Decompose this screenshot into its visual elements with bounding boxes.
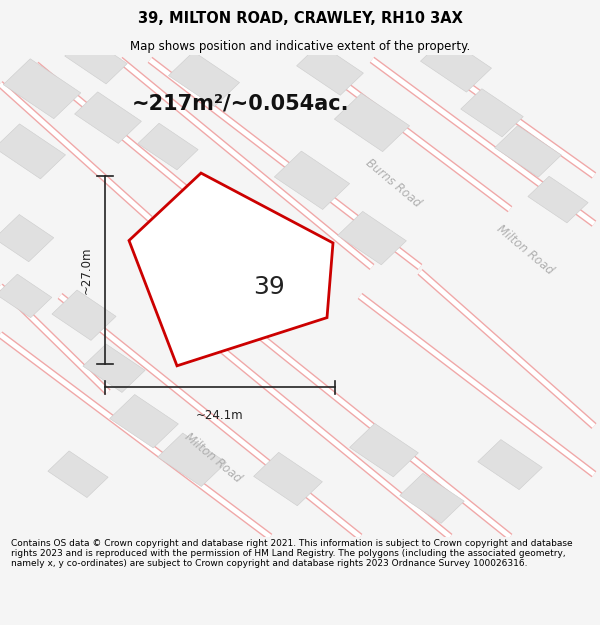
Polygon shape xyxy=(83,344,145,392)
Text: ~24.1m: ~24.1m xyxy=(196,409,244,422)
Polygon shape xyxy=(0,124,65,179)
Polygon shape xyxy=(48,451,108,498)
Text: Milton Road: Milton Road xyxy=(182,430,244,485)
Text: ~217m²/~0.054ac.: ~217m²/~0.054ac. xyxy=(131,93,349,113)
Text: Burns Road: Burns Road xyxy=(363,156,423,209)
Polygon shape xyxy=(296,44,364,95)
Polygon shape xyxy=(197,238,259,286)
Polygon shape xyxy=(3,59,81,119)
Polygon shape xyxy=(52,290,116,341)
Polygon shape xyxy=(400,473,464,523)
Polygon shape xyxy=(0,274,52,318)
Polygon shape xyxy=(158,433,226,486)
Text: Contains OS data © Crown copyright and database right 2021. This information is : Contains OS data © Crown copyright and d… xyxy=(11,539,572,568)
Polygon shape xyxy=(350,423,418,477)
Text: Milton Road: Milton Road xyxy=(494,222,556,278)
Text: Map shows position and indicative extent of the property.: Map shows position and indicative extent… xyxy=(130,39,470,52)
Polygon shape xyxy=(274,151,350,209)
Polygon shape xyxy=(110,394,178,448)
Polygon shape xyxy=(338,211,406,265)
Text: 39, MILTON ROAD, CRAWLEY, RH10 3AX: 39, MILTON ROAD, CRAWLEY, RH10 3AX xyxy=(137,11,463,26)
Polygon shape xyxy=(421,37,491,92)
Polygon shape xyxy=(334,93,410,152)
Polygon shape xyxy=(65,36,127,84)
Polygon shape xyxy=(138,123,198,170)
Text: 39: 39 xyxy=(254,275,285,299)
Polygon shape xyxy=(528,176,588,223)
Polygon shape xyxy=(254,452,322,506)
Polygon shape xyxy=(169,52,239,107)
Polygon shape xyxy=(461,89,523,137)
Polygon shape xyxy=(478,439,542,489)
Polygon shape xyxy=(494,126,562,177)
Polygon shape xyxy=(129,173,333,366)
Polygon shape xyxy=(0,214,54,262)
Text: ~27.0m: ~27.0m xyxy=(80,247,93,294)
Polygon shape xyxy=(74,92,142,143)
